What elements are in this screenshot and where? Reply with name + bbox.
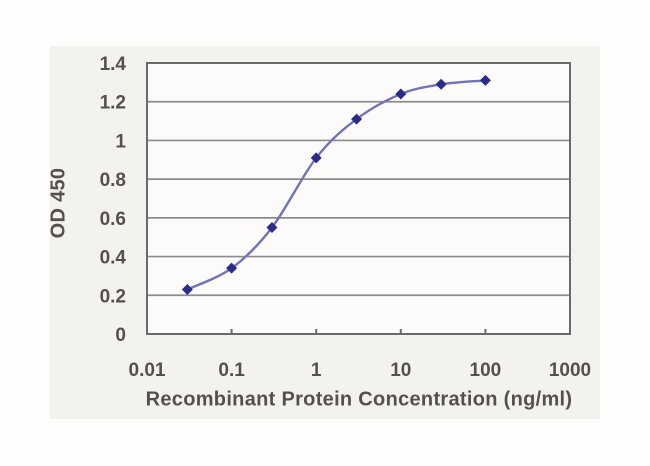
data-point-marker [310, 152, 322, 164]
x-tick-label: 0.01 [129, 360, 166, 381]
x-tick-label: 10 [390, 360, 411, 381]
data-point-marker [351, 113, 363, 125]
y-tick-label: 0.6 [100, 209, 126, 230]
x-axis-title: Recombinant Protein Concentration (ng/ml… [145, 388, 573, 411]
data-point-marker [479, 74, 491, 86]
y-tick-labels: 0 0.2 0.4 0.6 0.8 1 1.2 1.4 [100, 54, 127, 346]
x-tick-marks [230, 329, 487, 334]
y-tick-label: 1.4 [100, 54, 127, 75]
y-tick-label: 0 [115, 325, 126, 346]
data-point-marker [435, 78, 447, 90]
x-tick-label: 100 [470, 360, 502, 381]
data-point-marker [395, 88, 407, 100]
y-tick-label: 0.4 [100, 248, 127, 269]
y-axis-title: OD 450 [47, 167, 70, 239]
data-point-marker [181, 283, 193, 295]
x-tick-label: 1000 [549, 360, 591, 381]
data-point-marker [226, 262, 238, 274]
data-points [181, 74, 491, 295]
series-line [186, 79, 487, 291]
data-point-marker [266, 222, 278, 234]
gridlines [147, 100, 570, 297]
x-tick-label: 0.1 [218, 360, 245, 381]
x-tick-labels: 0.01 0.1 1 10 100 1000 [129, 360, 592, 381]
y-tick-label: 1.2 [100, 93, 126, 114]
plot-background [147, 63, 570, 334]
y-tick-label: 0.2 [100, 286, 126, 307]
axis-border [146, 62, 571, 335]
y-tick-label: 0.8 [100, 170, 126, 191]
x-tick-label: 1 [311, 360, 322, 381]
y-tick-label: 1 [115, 131, 126, 152]
